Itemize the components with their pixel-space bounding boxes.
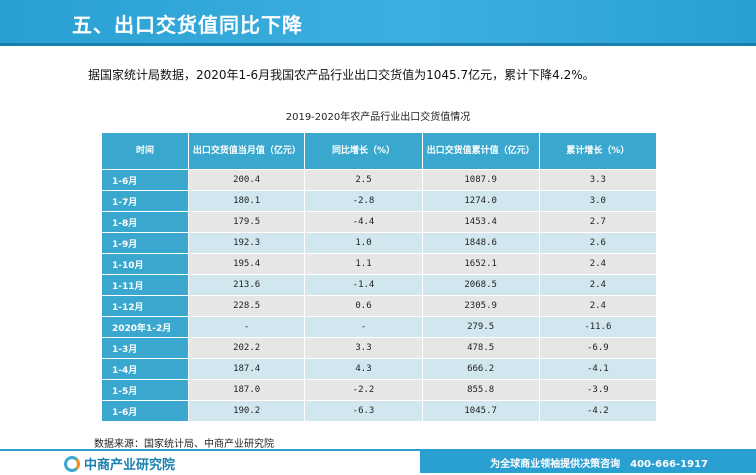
table-cell-cum-growth: 3.3	[538, 169, 658, 191]
table-cell-period: 1-7月	[101, 190, 189, 212]
table-cell-cum-growth: 2.7	[538, 211, 658, 233]
table-cell-cumulative: 666.2	[421, 358, 540, 380]
table-row: 1-11月 213.6 -1.4 2068.5 2.4	[101, 274, 658, 296]
table-row: 2020年1-2月 - -279.5 -11.6	[101, 316, 658, 338]
table-cell-cumulative: 478.5	[421, 337, 540, 359]
footer-logo: 中商产业研究院	[64, 454, 175, 473]
footer-slogan: 为全球商业领袖提供决策咨询 400-666-1917	[490, 458, 708, 470]
table-row: 1-6月 190.2 -6.3 1045.7 -4.2	[101, 400, 658, 422]
table-cell-cumulative: 2068.5	[421, 274, 540, 296]
table-cell-period: 1-6月	[101, 169, 189, 191]
table-cell-period: 1-9月	[101, 232, 189, 254]
table-cell-monthly: 228.5	[187, 295, 306, 317]
table-cell-cum-growth: -6.9	[538, 337, 658, 359]
table-cell-cumulative: 2305.9	[421, 295, 540, 317]
table-row: 1-9月 192.3 1.0 1848.6 2.6	[101, 232, 658, 254]
table-cell-period: 1-5月	[101, 379, 189, 401]
column-header-time: 时间	[101, 132, 189, 170]
table-cell-period: 2020年1-2月	[101, 316, 189, 338]
column-header-monthly: 出口交货值当月值（亿元）	[187, 132, 306, 170]
table-cell-monthly: -	[187, 316, 306, 338]
table-cell-cum-growth: -4.1	[538, 358, 658, 380]
table-cell-cumulative: 1274.0	[421, 190, 540, 212]
table-cell-yoy: 4.3	[304, 358, 423, 380]
table-cell-monthly: 190.2	[187, 400, 306, 422]
table-cell-period: 1-4月	[101, 358, 189, 380]
table-row: 1-4月 187.4 4.3 666.2 -4.1	[101, 358, 658, 380]
table-title: 2019-2020年农产品行业出口交货值情况	[285, 112, 471, 123]
column-header-cum-growth: 累计增长（%）	[538, 132, 658, 170]
table-cell-cum-growth: 2.4	[538, 274, 658, 296]
table-cell-yoy: 0.6	[304, 295, 423, 317]
table-cell-yoy: -2.2	[304, 379, 423, 401]
table-cell-cum-growth: 2.6	[538, 232, 658, 254]
table-cell-cumulative: 1453.4	[421, 211, 540, 233]
table-cell-cumulative: 279.5	[421, 316, 540, 338]
page-title: 五、出口交货值同比下降	[72, 13, 303, 37]
table-cell-cumulative: 855.8	[421, 379, 540, 401]
table-cell-cum-growth: -3.9	[538, 379, 658, 401]
table-cell-monthly: 187.0	[187, 379, 306, 401]
brand-logo-icon	[64, 455, 80, 472]
summary-text: 据国家统计局数据，2020年1-6月我国农产品行业出口交货值为1045.7亿元，…	[88, 68, 595, 82]
table-cell-yoy: -6.3	[304, 400, 423, 422]
table-cell-cum-growth: -11.6	[538, 316, 658, 338]
table-cell-cum-growth: 3.0	[538, 190, 658, 212]
table-row: 1-6月 200.4 2.5 1087.9 3.3	[101, 169, 658, 191]
column-header-yoy: 同比增长（%）	[304, 132, 423, 170]
table-cell-monthly: 213.6	[187, 274, 306, 296]
table-row: 1-8月 179.5 -4.4 1453.4 2.7	[101, 211, 658, 233]
table-cell-yoy: -1.4	[304, 274, 423, 296]
export-value-table: 时间 出口交货值当月值（亿元） 同比增长（%） 出口交货值累计值（亿元） 累计增…	[101, 132, 658, 422]
table-cell-monthly: 195.4	[187, 253, 306, 275]
table-cell-cumulative: 1045.7	[421, 400, 540, 422]
data-source: 数据来源：国家统计局、中商产业研究院	[94, 439, 274, 450]
table-row: 1-10月 195.4 1.1 1652.1 2.4	[101, 253, 658, 275]
table-cell-cumulative: 1652.1	[421, 253, 540, 275]
table-cell-monthly: 187.4	[187, 358, 306, 380]
table-cell-period: 1-11月	[101, 274, 189, 296]
footer: 中商产业研究院 为全球商业领袖提供决策咨询 400-666-1917	[0, 449, 756, 475]
table-cell-period: 1-10月	[101, 253, 189, 275]
title-bar: 五、出口交货值同比下降	[0, 0, 756, 46]
table-cell-cumulative: 1087.9	[421, 169, 540, 191]
column-header-cumulative: 出口交货值累计值（亿元）	[421, 132, 540, 170]
table-row: 1-12月 228.5 0.6 2305.9 2.4	[101, 295, 658, 317]
table-header-row: 时间 出口交货值当月值（亿元） 同比增长（%） 出口交货值累计值（亿元） 累计增…	[101, 132, 658, 170]
table-row: 1-5月 187.0 -2.2 855.8 -3.9	[101, 379, 658, 401]
table-cell-monthly: 202.2	[187, 337, 306, 359]
table-body: 1-6月 200.4 2.5 1087.9 3.3 1-7月 180.1 -2.8 1274.0…	[101, 169, 658, 422]
footer-logo-text: 中商产业研究院	[84, 458, 176, 473]
table-row: 1-3月 202.2 3.3 478.5 -6.9	[101, 337, 658, 359]
table-cell-monthly: 180.1	[187, 190, 306, 212]
table-cell-monthly: 179.5	[187, 211, 306, 233]
table-cell-yoy: 1.0	[304, 232, 423, 254]
table-cell-period: 1-6月	[101, 400, 189, 422]
table-cell-yoy: -4.4	[304, 211, 423, 233]
table-cell-cum-growth: 2.4	[538, 253, 658, 275]
table-cell-monthly: 200.4	[187, 169, 306, 191]
table-cell-cumulative: 1848.6	[421, 232, 540, 254]
table-cell-yoy: 2.5	[304, 169, 423, 191]
table-cell-cum-growth: 2.4	[538, 295, 658, 317]
table-cell-period: 1-3月	[101, 337, 189, 359]
table-cell-cum-growth: -4.2	[538, 400, 658, 422]
table-cell-yoy: 3.3	[304, 337, 423, 359]
table-row: 1-7月 180.1 -2.8 1274.0 3.0	[101, 190, 658, 212]
table-cell-period: 1-8月	[101, 211, 189, 233]
table-cell-period: 1-12月	[101, 295, 189, 317]
table-cell-yoy: 1.1	[304, 253, 423, 275]
table-cell-yoy: -2.8	[304, 190, 423, 212]
table-cell-monthly: 192.3	[187, 232, 306, 254]
footer-band: 为全球商业领袖提供决策咨询 400-666-1917	[420, 451, 756, 473]
table-cell-yoy: -	[304, 316, 423, 338]
